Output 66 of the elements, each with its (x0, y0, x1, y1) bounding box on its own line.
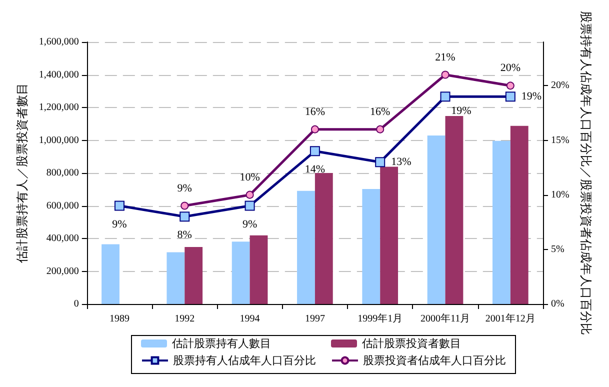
y2-tick-label: 20% (551, 80, 570, 92)
x-tick-label: 1997 (304, 314, 325, 324)
bar (102, 244, 120, 304)
point (180, 212, 190, 222)
x-tick-label: 1999年1月 (358, 312, 403, 324)
point (440, 92, 450, 102)
data-label: 16% (370, 106, 390, 118)
bar (184, 247, 203, 304)
y-axis-title: 估計股票持有人／股票投資者數目 (15, 83, 29, 264)
bar (492, 140, 510, 304)
point (506, 82, 514, 90)
point (246, 190, 254, 199)
data-label: 9% (177, 182, 192, 194)
y-tick-label: 1,600,000 (38, 36, 79, 48)
data-label: 20% (500, 62, 521, 74)
bar (166, 252, 185, 304)
x-tick-label: 1992 (174, 314, 195, 324)
legend-label: 估計股票持有人數目 (172, 337, 271, 350)
bar (250, 235, 268, 304)
point (180, 202, 189, 210)
y-tick-label: 200,000 (46, 266, 79, 277)
x-tick-label: 2001年12月 (485, 312, 536, 324)
y2-tick-label: 10% (551, 189, 570, 200)
data-label: 13% (391, 156, 412, 168)
point (441, 70, 450, 79)
legend-label: 股票投資者佔成年人口百分比 (363, 354, 506, 367)
data-label: 21% (435, 51, 456, 64)
point (114, 200, 124, 211)
bar (510, 126, 528, 304)
y-tick-label: 1,200,000 (38, 102, 79, 113)
y-tick-label: 1,400,000 (38, 69, 79, 80)
point (244, 200, 255, 211)
data-label: 10% (240, 171, 260, 184)
y-tick-label: 800,000 (46, 168, 79, 178)
y-tick-label: 1,000,000 (38, 134, 79, 146)
y-tick-label: 400,000 (46, 233, 79, 244)
x-tick-label: 2000年11月 (420, 312, 470, 324)
point (310, 125, 319, 134)
data-label: 14% (304, 164, 326, 176)
bar (380, 166, 398, 304)
bar (362, 189, 380, 304)
data-label: 19% (521, 90, 542, 103)
y-tick-label: 0 (74, 298, 79, 310)
y-tick-label: 600,000 (46, 200, 79, 212)
y2-tick-label: 0% (551, 298, 564, 310)
legend-label: 估計股票投資者數目 (362, 337, 461, 350)
x-tick-label: 1994 (240, 314, 260, 324)
y2-axis-title: 股票持有人佔成年人口百分比／股票投資者佔成年人口百分比 (579, 11, 594, 335)
data-label: 16% (304, 106, 326, 118)
point (375, 157, 386, 168)
bar (297, 190, 315, 304)
point (505, 92, 516, 102)
bar (427, 136, 446, 304)
data-label: 19% (451, 105, 472, 118)
data-label: 8% (177, 229, 192, 242)
bar (232, 242, 250, 304)
y2-tick-label: 5% (551, 244, 564, 255)
x-tick-label: 1989 (109, 314, 130, 324)
point (310, 146, 320, 156)
bar (445, 116, 464, 304)
data-label: 9% (242, 218, 258, 230)
data-label: 9% (112, 218, 127, 230)
legend-label: 股票持有人佔成年人口百分比 (173, 354, 316, 367)
point (376, 125, 384, 134)
bar (314, 173, 333, 304)
y2-tick-label: 15% (551, 134, 570, 146)
